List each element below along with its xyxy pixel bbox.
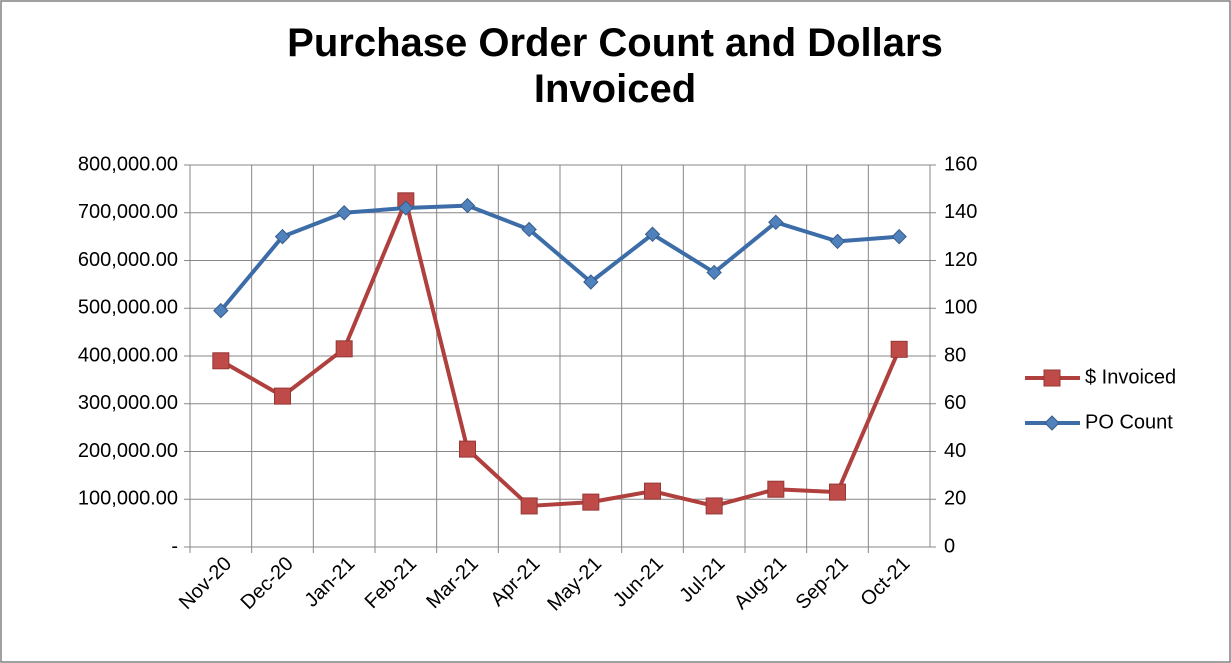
chart-title: Purchase Order Count and Dollars Invoice…: [287, 21, 943, 111]
marker: [1043, 369, 1061, 387]
y2-tick-label: 160: [944, 153, 977, 175]
y2-tick-label: 100: [944, 297, 977, 319]
series: [213, 197, 907, 319]
marker: [1044, 415, 1060, 431]
series: [212, 192, 908, 515]
marker: [274, 387, 291, 405]
marker: [336, 205, 352, 221]
marker: [706, 264, 722, 281]
marker: [829, 483, 846, 501]
legend-label: $ Invoiced: [1085, 366, 1176, 388]
marker: [582, 493, 600, 511]
marker: [212, 352, 230, 370]
y2-tick-label: 60: [944, 392, 966, 414]
y-tick-label: 800,000.00: [78, 153, 178, 175]
y-tick-label: 200,000.00: [78, 440, 178, 462]
legend-label: PO Count: [1085, 411, 1173, 433]
x-tick-label: Aug-21: [730, 553, 791, 614]
series-line: [219, 198, 902, 508]
marker: [459, 440, 476, 458]
y-tick-label: 100,000.00: [78, 488, 178, 510]
series-line: [219, 203, 900, 312]
y-tick-label: 300,000.00: [78, 392, 178, 414]
marker: [213, 302, 229, 319]
marker: [274, 228, 291, 245]
y-tick-label: 700,000.00: [78, 201, 178, 223]
marker: [644, 482, 661, 500]
marker: [335, 340, 353, 358]
x-tick-label: May-21: [543, 553, 606, 616]
marker: [768, 214, 784, 231]
marker: [459, 197, 476, 214]
x-tick-label: Dec-20: [237, 553, 298, 614]
y-tick-label: 600,000.00: [78, 249, 178, 271]
x-tick-label: Sep-21: [792, 553, 853, 614]
y2-tick-label: 20: [944, 488, 966, 510]
y2-tick-label: 40: [944, 440, 966, 462]
x-tick-label: Oct-21: [856, 553, 914, 611]
x-tick-label: Mar-21: [422, 553, 482, 613]
marker: [583, 274, 599, 290]
marker: [520, 497, 538, 515]
x-tick-label: Nov-20: [175, 553, 236, 614]
x-tick-label: Feb-21: [361, 553, 421, 613]
y-tick-label: 400,000.00: [78, 344, 178, 366]
x-tick-label: Apr-21: [486, 553, 544, 611]
y2-tick-label: 140: [944, 201, 977, 223]
y2-tick-label: 0: [944, 535, 955, 557]
y-tick-label: -: [171, 535, 178, 557]
x-tick-label: Jun-21: [609, 553, 668, 612]
y2-tick-label: 120: [944, 249, 977, 271]
x-tick-label: Jul-21: [675, 553, 729, 607]
marker: [705, 497, 723, 515]
marker: [521, 221, 537, 238]
marker: [890, 340, 908, 358]
marker: [829, 233, 846, 250]
y-tick-label: 500,000.00: [78, 297, 178, 319]
y2-tick-label: 80: [944, 344, 966, 366]
marker: [767, 480, 785, 498]
marker: [398, 200, 414, 216]
marker: [891, 228, 907, 245]
marker: [644, 226, 661, 242]
x-tick-label: Jan-21: [301, 553, 360, 612]
